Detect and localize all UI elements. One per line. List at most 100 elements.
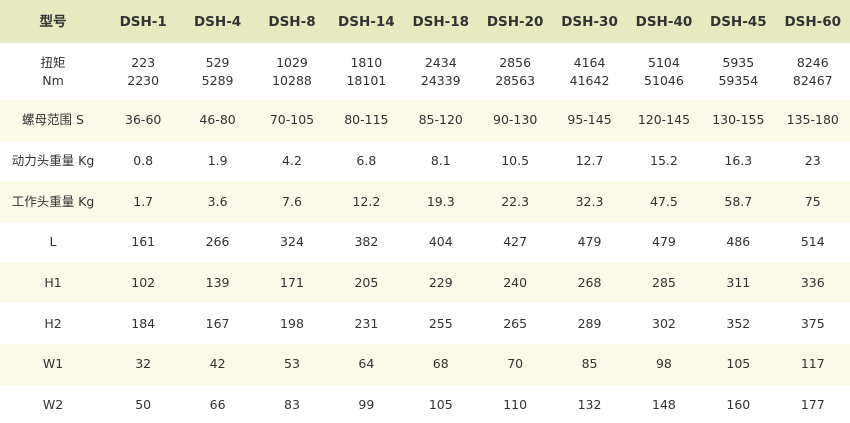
table-cell: 90-130 (477, 100, 553, 141)
table-cell: 229 (403, 262, 478, 304)
table-cell: 336 (775, 262, 850, 304)
table-cell: 177 (800, 397, 825, 413)
table-cell: 75 (775, 181, 850, 223)
cell-line: 2434 (424, 54, 457, 70)
table-cell: 80-115 (329, 100, 404, 141)
table-cell: 486 (726, 234, 751, 250)
table-cell: 12.7 (575, 153, 604, 169)
header-cell: DSH-40 (626, 0, 702, 43)
row-label: 扭矩 Nm (0, 43, 106, 100)
cell-line: 1810 (350, 54, 383, 70)
row-label: 动力头重量 Kg (11, 153, 95, 169)
table-cell: 4164 41642 (552, 43, 626, 100)
table-cell: 148 (652, 397, 676, 413)
cell-line: 18101 (346, 72, 387, 88)
table-cell: 46-80 (180, 100, 255, 141)
table-row: 螺母范围 S 36-60 46-80 70-105 80-115 85-120 90-130… (0, 100, 850, 141)
table-cell: 132 (577, 397, 602, 413)
table-cell: 240 (477, 262, 553, 304)
table-cell: 70 (477, 344, 553, 385)
table-cell: 58.7 (701, 181, 776, 223)
table-cell: 375 (800, 315, 825, 331)
table-cell: 311 (701, 262, 776, 304)
table-cell: 2434 24339 (404, 43, 478, 100)
table-cell: 404 (428, 234, 453, 250)
table-cell: 120-145 (626, 100, 702, 141)
table-cell: 3.6 (180, 181, 255, 223)
cell-line: 5935 (722, 54, 755, 70)
table-cell: 6.8 (356, 153, 377, 169)
table-cell: 47.5 (626, 181, 702, 223)
table-cell: 139 (180, 262, 255, 304)
cell-line: Nm (42, 72, 64, 88)
table-cell: 285 (626, 262, 702, 304)
table-cell: 110 (503, 397, 528, 413)
row-label: 螺母范围 S (0, 100, 106, 141)
cell-line: 5289 (201, 72, 234, 88)
table-cell: 5104 51046 (627, 43, 701, 100)
row-label: H2 (44, 315, 62, 331)
table-cell: 102 (106, 262, 181, 304)
table-cell: 265 (503, 315, 528, 331)
row-label: L (49, 234, 57, 250)
table-cell: 289 (577, 315, 602, 331)
cell-line: 223 (131, 54, 156, 70)
table-cell: 99 (358, 397, 375, 413)
table-cell: 130-155 (701, 100, 776, 141)
table-cell: 171 (254, 262, 330, 304)
table-cell: 1810 18101 (329, 43, 403, 100)
table-row: H2 184 167 198 231 255 265 289 302 352 375 (0, 303, 850, 344)
row-label: W2 (42, 397, 64, 413)
header-cell: DSH-20 (477, 0, 553, 43)
header-cell: DSH-60 (775, 0, 850, 43)
table-cell: 1.9 (207, 153, 228, 169)
table-cell: 1029 10288 (255, 43, 329, 100)
cell-line: 5104 (648, 54, 680, 70)
table-cell: 105 (701, 344, 776, 385)
table-cell: 266 (205, 234, 230, 250)
cell-line: 24339 (420, 72, 461, 88)
cell-line: 2230 (127, 72, 160, 88)
table-cell: 167 (205, 315, 230, 331)
table-cell: 95-145 (552, 100, 627, 141)
table-cell: 32 (106, 344, 181, 385)
cell-line: 2856 (499, 54, 532, 70)
table-cell: 0.8 (133, 153, 154, 169)
header-cell: DSH-4 (180, 0, 255, 43)
table-cell: 479 (577, 234, 602, 250)
table-cell: 105 (428, 397, 453, 413)
table-cell: 198 (280, 315, 304, 331)
cell-line: 1029 (276, 54, 308, 70)
cell-line: 59354 (718, 72, 759, 88)
header-cell: DSH-45 (701, 0, 776, 43)
table-cell: 5935 59354 (701, 43, 775, 100)
table-cell: 161 (131, 234, 156, 250)
table-cell: 19.3 (403, 181, 478, 223)
header-row: 型号 DSH-1 DSH-4 DSH-8 DSH-14 DSH-18 DSH-20 DSH-3… (0, 0, 850, 43)
table-cell: 223 2230 (106, 43, 180, 100)
table-cell: 85-120 (403, 100, 478, 141)
table-cell: 23 (804, 153, 821, 169)
header-cell: DSH-30 (552, 0, 627, 43)
table-cell: 268 (552, 262, 627, 304)
table-row: L 161 266 324 382 404 427 479 479 486 514 (0, 222, 850, 263)
cell-line: 41642 (569, 72, 610, 88)
table-cell: 70-105 (254, 100, 330, 141)
table-cell: 2856 28563 (478, 43, 552, 100)
table-cell: 53 (254, 344, 330, 385)
row-label: W1 (0, 344, 106, 385)
table-cell: 22.3 (477, 181, 553, 223)
cell-line: 529 (205, 54, 230, 70)
table-cell: 184 (131, 315, 156, 331)
table-cell: 302 (652, 315, 676, 331)
table-cell: 42 (180, 344, 255, 385)
row-label: 工作头重量 Kg (0, 181, 106, 223)
header-cell: DSH-18 (403, 0, 478, 43)
table-cell: 16.3 (724, 153, 753, 169)
table-row: 工作头重量 Kg 1.7 3.6 7.6 12.2 19.3 22.3 32.3 47.5 58.… (0, 181, 850, 223)
header-cell: 型号 (0, 0, 106, 43)
table-cell: 7.6 (254, 181, 330, 223)
table-cell: 66 (209, 397, 226, 413)
cell-line: 51046 (644, 72, 684, 88)
table-cell: 135-180 (775, 100, 850, 141)
